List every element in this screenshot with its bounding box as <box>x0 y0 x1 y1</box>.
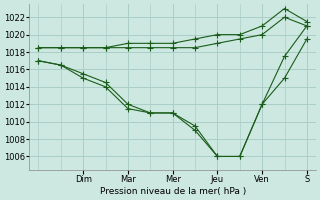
X-axis label: Pression niveau de la mer( hPa ): Pression niveau de la mer( hPa ) <box>100 187 246 196</box>
